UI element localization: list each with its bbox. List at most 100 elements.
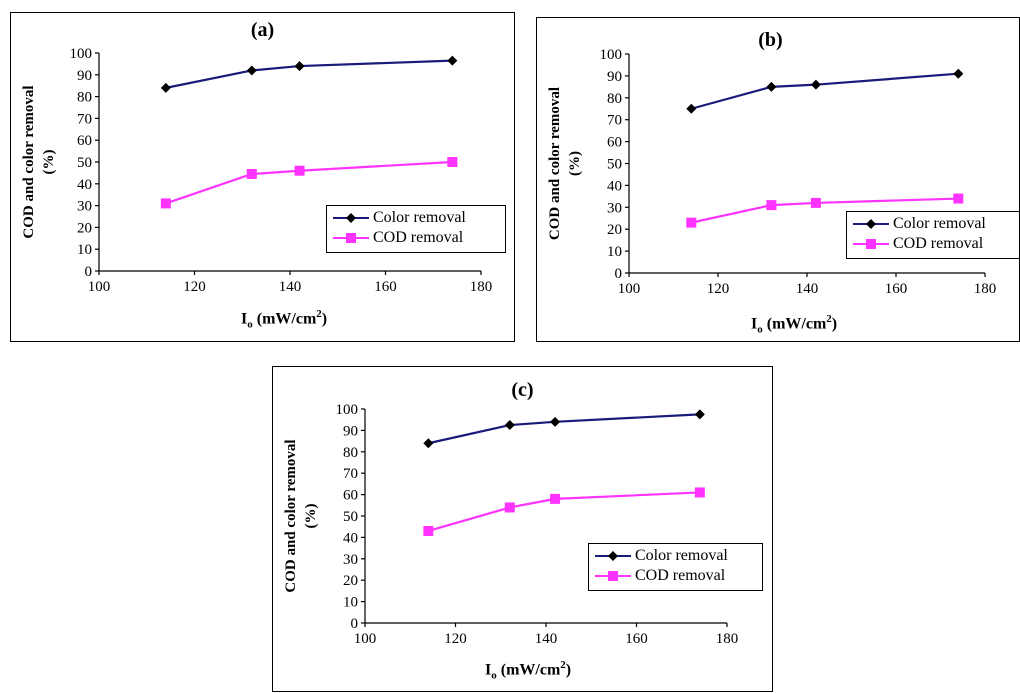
panel-title: (c) bbox=[511, 379, 534, 401]
x-axis-label: Io (mW/cm2) bbox=[751, 313, 838, 336]
data-point-cod-removal bbox=[423, 525, 434, 536]
y-tick-label: 40 bbox=[607, 178, 622, 194]
y-tick-label: 10 bbox=[77, 242, 92, 258]
y-tick-label: 20 bbox=[343, 573, 358, 589]
chart-panel-b: (b) 0 10 20 30 40 50 60 70 80 90 100 100 120 140 160 18… bbox=[536, 17, 1020, 342]
legend: Color removal COD removal bbox=[846, 211, 1020, 259]
y-tick-label: 10 bbox=[343, 595, 358, 611]
y-tick-label: 0 bbox=[85, 264, 93, 280]
data-point-cod-removal bbox=[686, 217, 697, 228]
y-tick-label: 80 bbox=[343, 445, 358, 461]
legend-item-color-removal: Color removal bbox=[851, 214, 1015, 234]
y-tick-label: 90 bbox=[77, 68, 92, 84]
y-tick-label: 0 bbox=[351, 616, 359, 632]
x-tick-label: 120 bbox=[183, 279, 206, 295]
x-tick-label: 160 bbox=[885, 281, 908, 297]
data-point-color-removal bbox=[246, 65, 257, 76]
chart-svg: 0 10 20 30 40 50 60 70 80 90 100 100 120 140 160 180 COD… bbox=[21, 46, 493, 295]
legend-label: COD removal bbox=[635, 567, 726, 584]
legend-label: Color removal bbox=[893, 215, 986, 232]
y-tick-label: 70 bbox=[343, 466, 358, 482]
legend-item-cod-removal: COD removal bbox=[331, 228, 501, 248]
x-tick-label: 180 bbox=[470, 279, 493, 295]
y-axis-label-unit: (%) bbox=[567, 151, 583, 176]
data-point-cod-removal bbox=[694, 487, 705, 498]
x-tick-label: 100 bbox=[618, 281, 641, 297]
square-marker-icon bbox=[331, 231, 371, 245]
x-tick-label: 160 bbox=[374, 279, 397, 295]
y-tick-label: 60 bbox=[607, 135, 622, 151]
y-tick-label: 30 bbox=[77, 199, 92, 215]
data-point-cod-removal bbox=[550, 493, 561, 504]
y-tick-label: 50 bbox=[77, 155, 92, 171]
x-axis-label: Io (mW/cm2) bbox=[241, 308, 328, 331]
series-line-cod-removal bbox=[165, 160, 453, 205]
data-point-color-removal bbox=[686, 103, 697, 114]
y-tick-label: 60 bbox=[343, 488, 358, 504]
data-point-color-removal bbox=[447, 55, 458, 66]
legend-item-color-removal: Color removal bbox=[593, 546, 758, 566]
legend-item-cod-removal: COD removal bbox=[851, 234, 1015, 254]
data-point-color-removal bbox=[423, 438, 434, 449]
y-tick-label: 80 bbox=[607, 91, 622, 107]
legend-label: Color removal bbox=[373, 209, 466, 226]
data-point-color-removal bbox=[810, 79, 821, 90]
series-line-cod-removal bbox=[691, 197, 959, 224]
y-tick-label: 90 bbox=[607, 69, 622, 85]
legend-item-color-removal: Color removal bbox=[331, 208, 501, 228]
x-tick-label: 160 bbox=[625, 631, 648, 647]
legend-label: COD removal bbox=[373, 229, 464, 246]
series-line-cod-removal bbox=[428, 491, 700, 533]
y-tick-label: 70 bbox=[607, 113, 622, 129]
y-tick-label: 70 bbox=[77, 111, 92, 127]
x-tick-label: 100 bbox=[354, 631, 377, 647]
legend: Color removal COD removal bbox=[588, 543, 763, 591]
x-tick-label: 100 bbox=[88, 279, 111, 295]
y-axis-label-unit: (%) bbox=[303, 504, 319, 529]
y-tick-label: 40 bbox=[77, 177, 92, 193]
panel-title: (b) bbox=[758, 29, 783, 51]
y-tick-label: 30 bbox=[607, 200, 622, 216]
x-tick-label: 180 bbox=[974, 281, 997, 297]
chart-panel-a: (a) 0 10 20 30 40 50 60 70 80 90 100 100 120 140 160 18… bbox=[10, 12, 515, 342]
y-tick-label: 20 bbox=[77, 220, 92, 236]
y-tick-label: 100 bbox=[600, 47, 623, 63]
y-tick-label: 60 bbox=[77, 133, 92, 149]
x-tick-label: 140 bbox=[279, 279, 302, 295]
data-point-color-removal bbox=[766, 81, 777, 92]
data-point-cod-removal bbox=[160, 198, 171, 209]
square-marker-icon bbox=[593, 569, 633, 583]
data-point-color-removal bbox=[160, 82, 171, 93]
data-point-cod-removal bbox=[766, 200, 777, 211]
legend-item-cod-removal: COD removal bbox=[593, 566, 758, 586]
chart-svg: 0 10 20 30 40 50 60 70 80 90 100 100 120 140 160 180 COD… bbox=[283, 402, 739, 647]
data-point-cod-removal bbox=[504, 502, 515, 513]
panel-title: (a) bbox=[250, 19, 275, 41]
data-point-cod-removal bbox=[294, 165, 305, 176]
y-axis-label: COD and color removal bbox=[21, 85, 37, 238]
y-tick-label: 50 bbox=[343, 509, 358, 525]
data-point-color-removal bbox=[694, 409, 705, 420]
y-axis-label: COD and color removal bbox=[283, 439, 299, 592]
y-tick-label: 80 bbox=[77, 90, 92, 106]
x-tick-label: 140 bbox=[535, 631, 558, 647]
x-tick-label: 120 bbox=[444, 631, 467, 647]
x-tick-label: 180 bbox=[716, 631, 739, 647]
y-tick-label: 90 bbox=[343, 423, 358, 439]
series-line-color-removal bbox=[691, 72, 959, 110]
y-tick-label: 20 bbox=[607, 222, 622, 238]
square-marker-icon bbox=[851, 237, 891, 251]
y-tick-label: 10 bbox=[607, 244, 622, 260]
chart-svg: 0 10 20 30 40 50 60 70 80 90 100 100 120 140 160 180 COD… bbox=[547, 47, 997, 297]
legend: Color removal COD removal bbox=[326, 205, 506, 253]
x-axis-label: Io (mW/cm2) bbox=[485, 659, 572, 682]
diamond-marker-icon bbox=[593, 549, 633, 563]
y-tick-label: 100 bbox=[70, 46, 93, 62]
data-point-color-removal bbox=[504, 420, 515, 431]
data-point-cod-removal bbox=[953, 193, 964, 204]
data-point-cod-removal bbox=[810, 197, 821, 208]
data-point-cod-removal bbox=[246, 168, 257, 179]
data-point-cod-removal bbox=[447, 157, 458, 167]
y-tick-label: 100 bbox=[336, 402, 359, 418]
x-tick-label: 140 bbox=[796, 281, 819, 297]
